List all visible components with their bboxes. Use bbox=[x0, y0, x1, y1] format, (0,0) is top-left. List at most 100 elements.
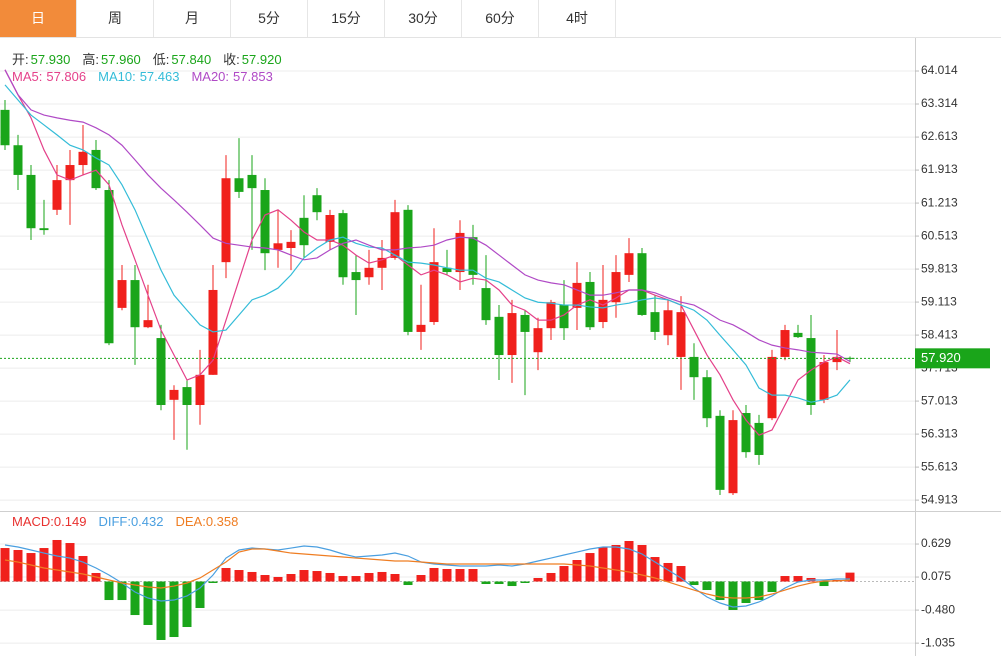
ohlc-item: 收: 57.920 bbox=[223, 49, 281, 68]
macd-legend: MACD:0.149 DIFF:0.432 DEA:0.358 bbox=[12, 514, 238, 529]
candle-body bbox=[247, 174, 257, 189]
legend-name: DEA: bbox=[175, 514, 206, 529]
candle-body bbox=[26, 174, 36, 229]
candle-body bbox=[741, 413, 751, 453]
candle-body bbox=[312, 195, 322, 213]
period-tab[interactable]: 5分 bbox=[231, 0, 308, 37]
ohlc-key: 收: bbox=[223, 52, 240, 67]
candle-body bbox=[468, 237, 478, 275]
period-tab[interactable]: 周 bbox=[77, 0, 154, 37]
macd-bar bbox=[52, 539, 62, 582]
period-tab[interactable]: 日 bbox=[0, 0, 77, 37]
period-tab[interactable]: 15分 bbox=[308, 0, 385, 37]
legend-item: MA20: 57.853 bbox=[191, 69, 272, 84]
y-tick-label: 54.913 bbox=[921, 492, 958, 506]
candle-body bbox=[832, 356, 842, 363]
macd-bar bbox=[624, 541, 634, 582]
period-tab[interactable]: 4时 bbox=[539, 0, 616, 37]
macd-bar bbox=[845, 572, 855, 582]
macd-bar bbox=[780, 576, 790, 582]
candle-body bbox=[169, 389, 179, 400]
macd-bar bbox=[689, 581, 699, 586]
macd-bar bbox=[13, 549, 23, 582]
macd-bar bbox=[767, 581, 777, 592]
macd-bar bbox=[546, 572, 556, 582]
macd-bar bbox=[611, 544, 621, 582]
macd-bar bbox=[234, 570, 244, 582]
candle-body bbox=[221, 178, 231, 263]
macd-bar bbox=[195, 581, 205, 609]
macd-bar bbox=[429, 567, 439, 582]
ma-line bbox=[4, 69, 851, 436]
candle-body bbox=[65, 165, 75, 181]
legend-value: 0.432 bbox=[130, 514, 164, 529]
macd-bar bbox=[247, 571, 257, 582]
legend-name: MACD: bbox=[12, 514, 54, 529]
macd-bar bbox=[312, 571, 322, 582]
y-tick-label: 59.813 bbox=[921, 261, 958, 275]
candle-body bbox=[429, 262, 439, 323]
candle-body bbox=[559, 305, 569, 329]
macd-bar bbox=[715, 581, 725, 601]
macd-bar bbox=[533, 577, 543, 582]
candle-body bbox=[273, 243, 283, 250]
candle-body bbox=[507, 313, 517, 356]
legend-item: MA10: 57.463 bbox=[98, 69, 179, 84]
macd-bar bbox=[39, 548, 49, 582]
y-tick-label: 0.075 bbox=[921, 569, 951, 583]
macd-bar bbox=[208, 581, 218, 583]
period-tab[interactable]: 60分 bbox=[462, 0, 539, 37]
last-price-label: 57.920 bbox=[921, 350, 961, 365]
macd-bar bbox=[273, 576, 283, 582]
candle-body bbox=[650, 312, 660, 332]
macd-bar bbox=[572, 560, 582, 582]
y-tick-label: 56.313 bbox=[921, 426, 958, 440]
legend-name: MA5: bbox=[12, 69, 43, 84]
macd-bar bbox=[468, 568, 478, 582]
ma-line bbox=[4, 84, 851, 403]
y-tick-label: 63.314 bbox=[921, 96, 958, 110]
y-tick-label: 57.013 bbox=[921, 393, 958, 407]
candle-body bbox=[598, 299, 608, 323]
y-tick-label: 59.113 bbox=[921, 294, 957, 308]
legend-value: 57.463 bbox=[139, 69, 180, 84]
period-tabs: 日周月 5分 15分 30分 60分 4时 bbox=[0, 0, 1001, 38]
macd-bar bbox=[585, 553, 595, 582]
macd-bar bbox=[793, 576, 803, 582]
legend-name: MA20: bbox=[191, 69, 230, 84]
y-tick-label: 55.613 bbox=[921, 459, 958, 473]
ohlc-key: 开: bbox=[12, 52, 29, 67]
macd-bar bbox=[390, 574, 400, 582]
candle-body bbox=[143, 320, 153, 328]
ohlc-item: 高: 57.960 bbox=[82, 49, 140, 68]
macd-bar bbox=[494, 581, 504, 585]
macd-bar bbox=[325, 572, 335, 582]
macd-bar bbox=[364, 572, 374, 582]
y-tick-label: 61.913 bbox=[921, 162, 958, 176]
macd-bar bbox=[520, 581, 530, 583]
macd-bar bbox=[156, 581, 166, 640]
macd-bar bbox=[559, 566, 569, 582]
legend-item: MA5: 57.806 bbox=[12, 69, 86, 84]
ohlc-key: 高: bbox=[82, 52, 100, 67]
indicator-line bbox=[4, 548, 851, 599]
y-tick-label: -0.480 bbox=[921, 602, 955, 616]
legend-name: MA10: bbox=[98, 69, 136, 84]
period-tab[interactable]: 月 bbox=[154, 0, 231, 37]
candle-body bbox=[13, 145, 23, 175]
candle-body bbox=[494, 316, 504, 356]
macd-bar bbox=[442, 568, 452, 582]
candle-body bbox=[104, 190, 114, 344]
period-tab[interactable]: 30分 bbox=[385, 0, 462, 37]
macd-bar bbox=[455, 568, 465, 582]
legend-item: DEA:0.358 bbox=[175, 514, 238, 529]
macd-bar bbox=[182, 581, 192, 628]
macd-bar bbox=[598, 547, 608, 582]
ohlc-item: 开: 57.930 bbox=[12, 49, 70, 68]
candle-body bbox=[390, 212, 400, 258]
macd-bar bbox=[819, 581, 829, 587]
candle-body bbox=[52, 180, 62, 210]
macd-bar bbox=[741, 581, 751, 604]
candle-body bbox=[754, 422, 764, 455]
